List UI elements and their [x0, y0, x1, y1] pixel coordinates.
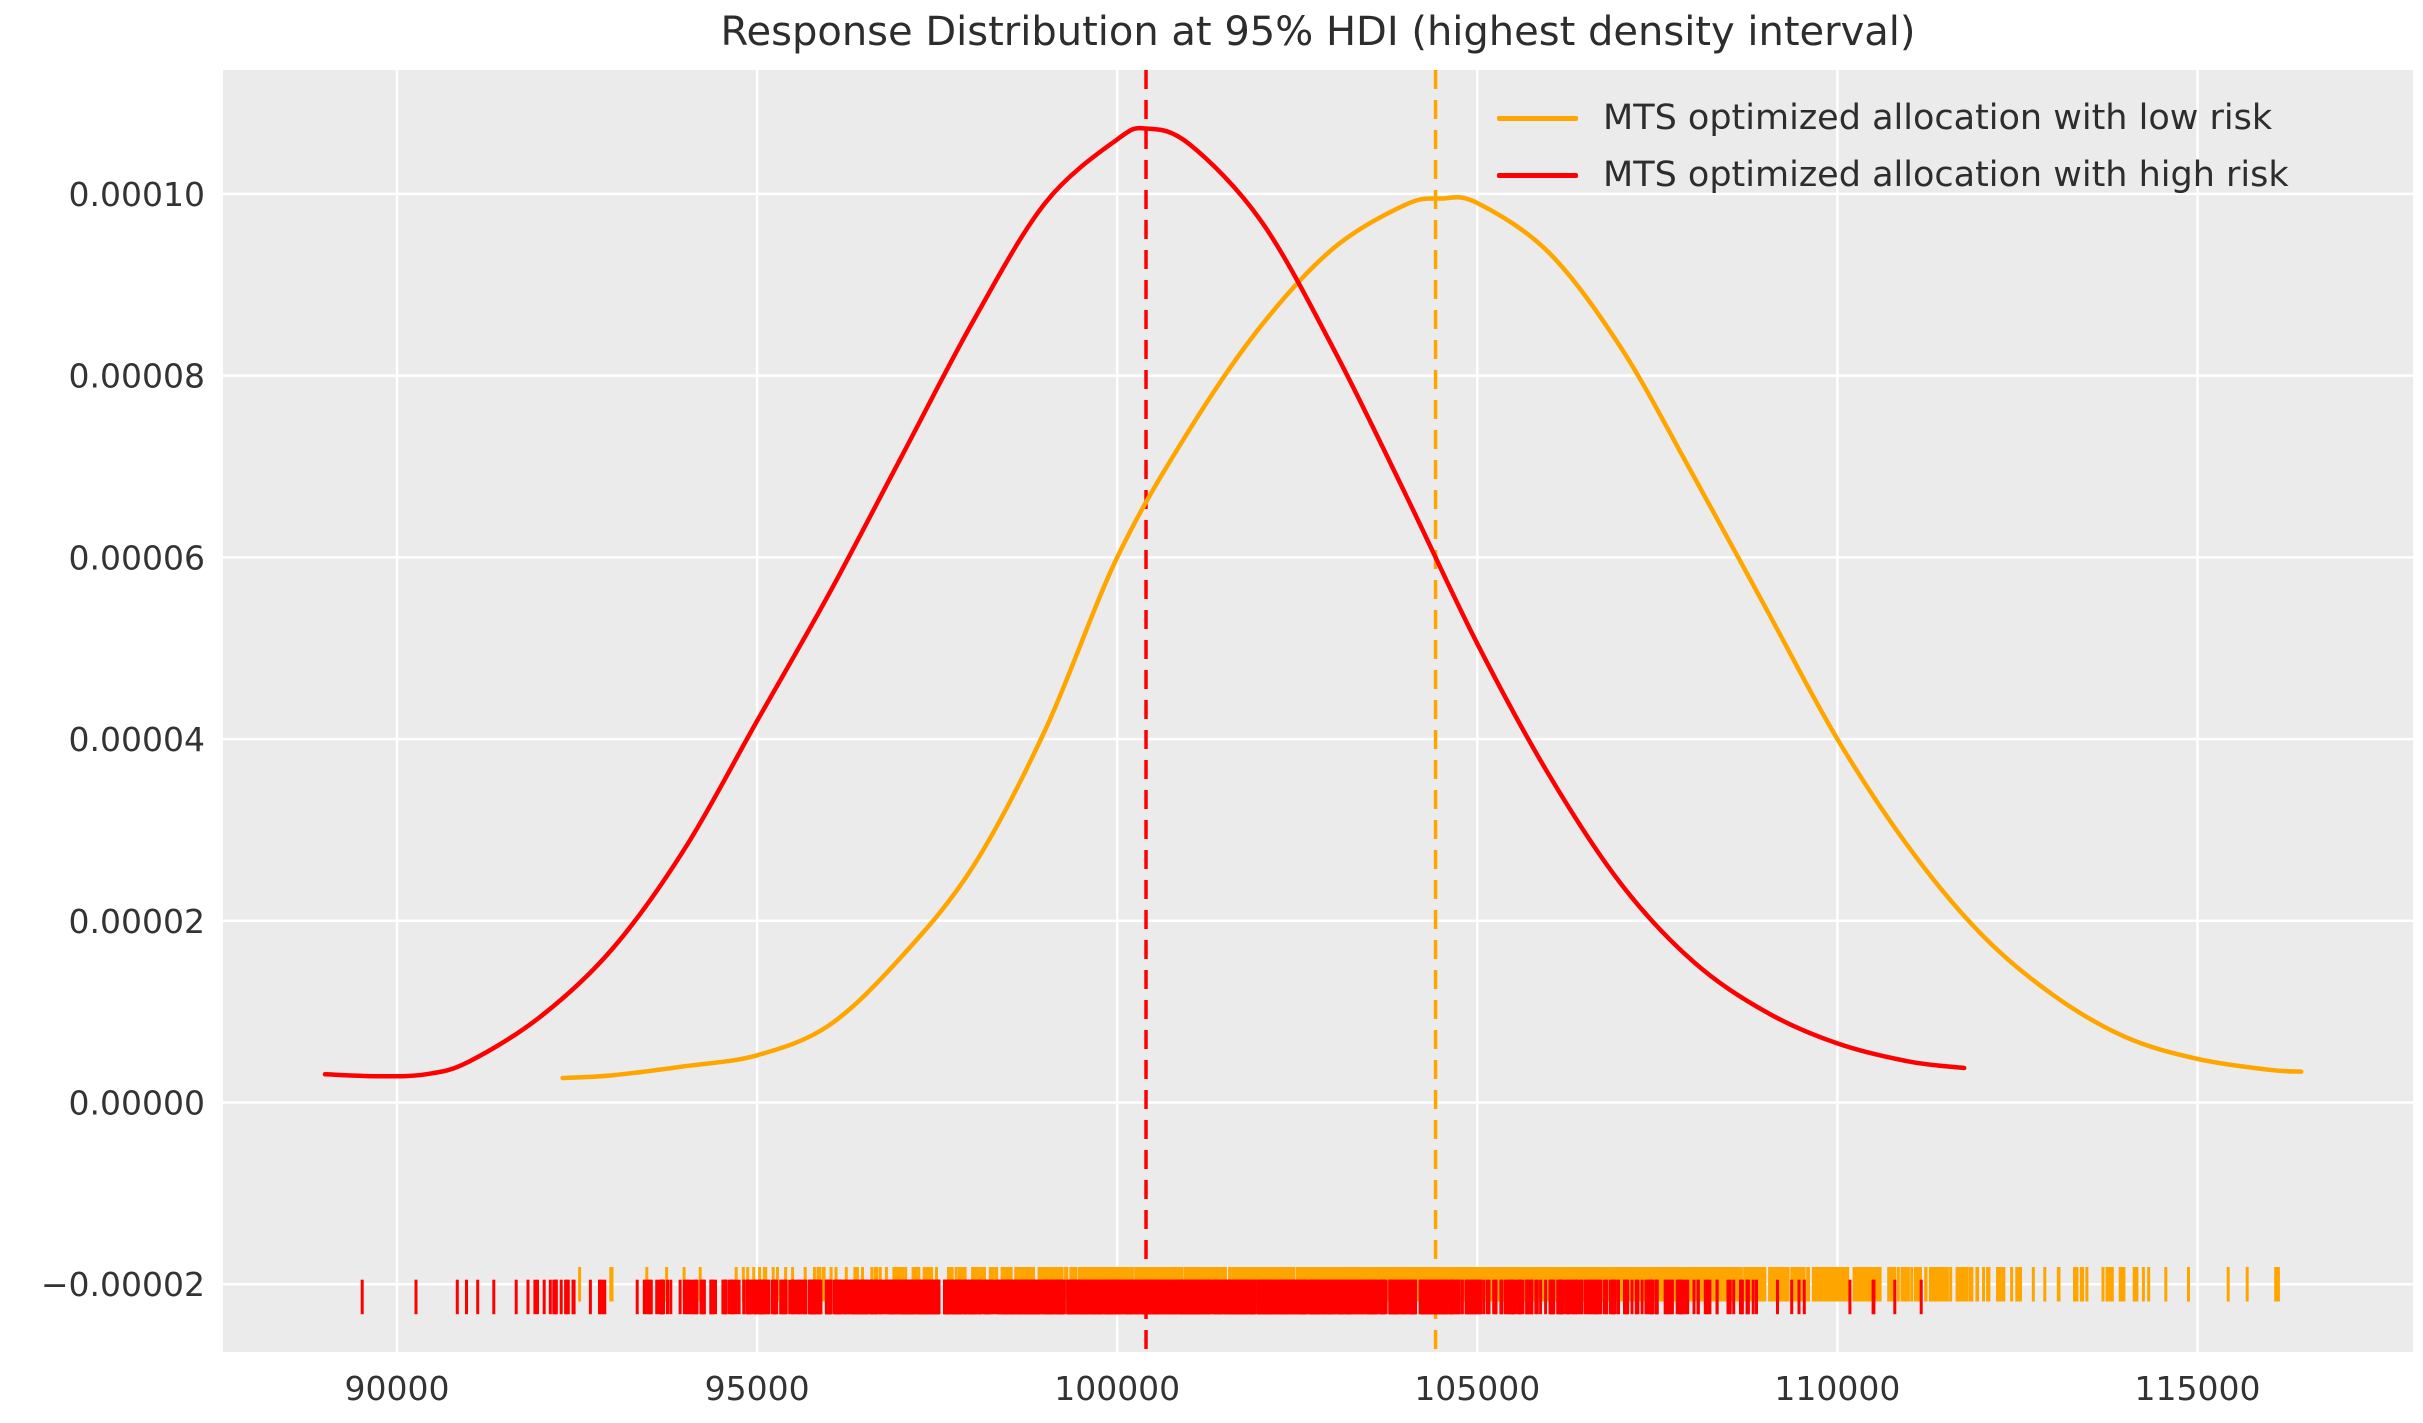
x-tick-label: 95000: [705, 1369, 810, 1408]
y-tick-label: 0.00010: [69, 175, 205, 214]
x-tick-label: 105000: [1414, 1369, 1540, 1408]
x-tick-label: 110000: [1774, 1369, 1900, 1408]
legend-item-high-risk: MTS optimized allocation with high risk: [1497, 151, 2289, 199]
legend-line-high-risk: [1497, 172, 1578, 178]
y-tick-label: −0.00002: [41, 1265, 205, 1304]
y-tick-label: 0.00008: [69, 357, 205, 396]
rug-high-risk-samples: [360, 1279, 1923, 1315]
legend: MTS optimized allocation with low risk M…: [1497, 94, 2289, 208]
y-tick-label: 0.00006: [69, 538, 205, 577]
legend-label-low-risk: MTS optimized allocation with low risk: [1603, 98, 2273, 138]
x-tick-label: 115000: [2135, 1369, 2261, 1408]
legend-label-high-risk: MTS optimized allocation with high risk: [1603, 155, 2289, 195]
legend-item-low-risk: MTS optimized allocation with low risk: [1497, 94, 2289, 142]
x-tick-label: 100000: [1054, 1369, 1180, 1408]
y-tick-label: 0.00002: [69, 902, 205, 941]
kde-curve-high-risk: [322, 125, 1967, 1079]
y-tick-label: 0.00004: [69, 720, 205, 759]
y-tick-label: 0.00000: [69, 1084, 205, 1123]
x-tick-label: 90000: [345, 1369, 450, 1408]
plot-background: [223, 70, 2413, 1352]
chart-title: Response Distribution at 95% HDI (highes…: [720, 9, 1916, 55]
kde-curve-low-risk: [560, 194, 2304, 1081]
legend-line-low-risk: [1497, 115, 1578, 121]
